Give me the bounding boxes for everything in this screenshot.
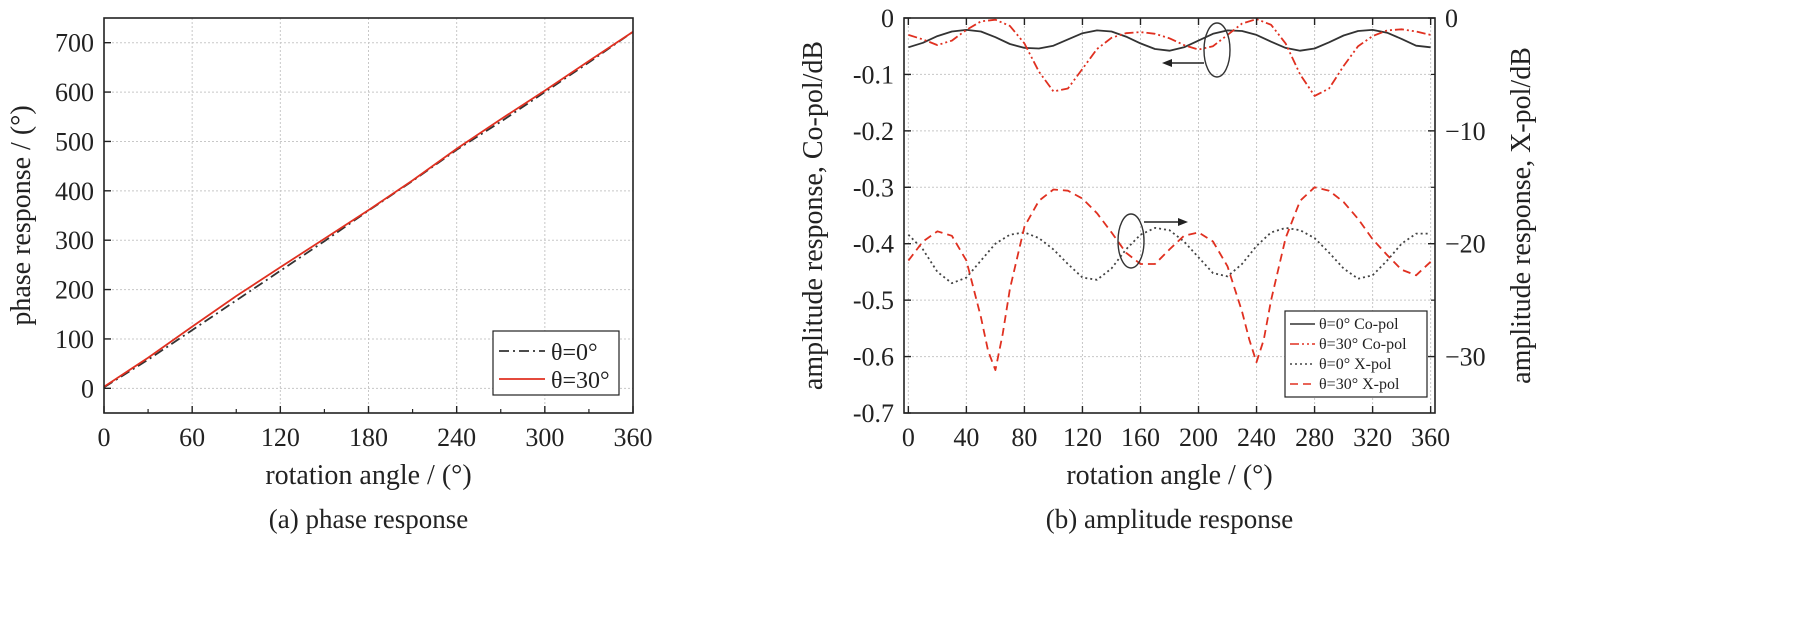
left-y-tick-label: -0.6 — [853, 343, 894, 372]
series-line-1 — [908, 28, 1431, 52]
x-pol-group-ellipse — [1117, 213, 1145, 269]
y-tick-label: 700 — [55, 29, 94, 58]
legend-box — [492, 330, 620, 396]
legend: θ=0°θ=30° — [492, 330, 620, 396]
left-arrow-head — [1162, 59, 1172, 67]
x-tick-label: 240 — [437, 423, 476, 452]
x-tick-label: 120 — [261, 423, 300, 452]
y-tick-label: 0 — [81, 374, 94, 403]
x-tick-label: 240 — [1237, 423, 1276, 452]
left-y-axis-label: amplitude response, Co-pol/dB — [798, 41, 829, 390]
x-axis-label: rotation angle / (°) — [265, 460, 471, 491]
amplitude-response-chart: 0 40 80 120 160 200 240 280 320 360 0 -0.1 -0.2 -0.3 -… — [798, 4, 1537, 534]
series-layer — [907, 18, 1432, 372]
right-y-axis-label: amplitude response, X-pol/dB — [1506, 47, 1537, 384]
x-tick-label: 300 — [525, 423, 564, 452]
right-y-tick-label: −20 — [1445, 230, 1486, 259]
legend-label-4: θ=30° X-pol — [1319, 376, 1400, 393]
left-y-tick-label: -0.4 — [853, 230, 894, 259]
chart-caption: (a) phase response — [269, 504, 468, 534]
grid-lines — [904, 18, 1435, 413]
y-tick-label: 400 — [55, 177, 94, 206]
left-y-tick-label: -0.2 — [853, 117, 894, 146]
left-y-tick-label: -0.7 — [853, 399, 894, 428]
left-y-tick-label: 0 — [881, 4, 894, 33]
x-tick-label: 360 — [614, 423, 653, 452]
y-tick-label: 100 — [55, 325, 94, 354]
axis-ticks: 0 40 80 120 160 200 240 280 320 360 0 -0.1 -0.2 -0.3 -… — [853, 4, 1486, 452]
legend-label-2: θ=30° — [551, 368, 610, 394]
grid-lines — [104, 18, 633, 413]
plot-frame — [903, 17, 1436, 414]
x-tick-label: 60 — [179, 423, 205, 452]
x-axis-label: rotation angle / (°) — [1066, 460, 1272, 491]
x-tick-label: 360 — [1411, 423, 1450, 452]
x-tick-label: 280 — [1295, 423, 1334, 452]
axis-annotations — [1117, 22, 1231, 269]
x-tick-label: 80 — [1011, 423, 1037, 452]
legend-label-1: θ=0° — [551, 340, 598, 366]
series-line-4 — [907, 186, 1432, 372]
x-tick-label: 0 — [902, 423, 915, 452]
right-arrow-head — [1178, 218, 1188, 226]
x-tick-label: 120 — [1063, 423, 1102, 452]
y-axis-label: phase response / (°) — [6, 105, 37, 325]
x-tick-label: 0 — [98, 423, 111, 452]
x-tick-label: 160 — [1121, 423, 1160, 452]
left-y-tick-label: -0.1 — [853, 60, 894, 89]
x-tick-label: 40 — [953, 423, 979, 452]
x-tick-label: 320 — [1353, 423, 1392, 452]
series-line-1 — [103, 31, 634, 389]
x-tick-label: 200 — [1179, 423, 1218, 452]
left-y-tick-label: -0.5 — [853, 286, 894, 315]
legend-label-1: θ=0° Co-pol — [1319, 316, 1399, 333]
series-line-2 — [908, 18, 1431, 97]
y-tick-label: 500 — [55, 127, 94, 156]
y-tick-label: 300 — [55, 226, 94, 255]
x-tick-label: 180 — [349, 423, 388, 452]
right-y-tick-label: −30 — [1445, 343, 1486, 372]
legend: θ=0° Co-pol θ=30° Co-pol θ=0° X-pol θ=30° X… — [1284, 310, 1428, 398]
phase-response-chart: 0 60 120 180 240 300 360 0 100 200 300 400 500 600 700… — [6, 17, 653, 534]
series-line-2 — [103, 31, 634, 388]
series-layer — [103, 31, 634, 389]
legend-label-2: θ=30° Co-pol — [1319, 336, 1407, 353]
y-tick-label: 200 — [55, 276, 94, 305]
left-y-tick-label: -0.3 — [853, 173, 894, 202]
right-y-tick-label: 0 — [1445, 4, 1458, 33]
co-pol-group-ellipse — [1203, 22, 1231, 78]
legend-label-3: θ=0° X-pol — [1319, 356, 1392, 373]
y-tick-label: 600 — [55, 78, 94, 107]
legend-box — [1284, 310, 1428, 398]
chart-caption: (b) amplitude response — [1046, 504, 1293, 534]
series-line-3 — [907, 226, 1431, 285]
right-y-tick-label: −10 — [1445, 117, 1486, 146]
axis-ticks: 0 60 120 180 240 300 360 0 100 200 300 400 500 600 700 — [55, 29, 653, 452]
